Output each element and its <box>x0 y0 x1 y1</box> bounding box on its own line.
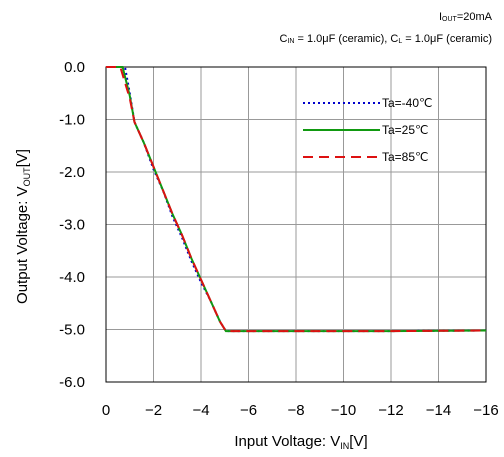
series-lines <box>106 66 487 333</box>
cin-subscript: IN <box>287 38 295 45</box>
y-axis-title-text: Output Voltage: V <box>14 186 31 304</box>
cin-value: = 1.0μF (ceramic), <box>294 33 391 45</box>
legend-label-ta-25: Ta=25℃ <box>382 123 429 137</box>
x-axis-title-unit: [V] <box>349 433 367 450</box>
y-axis-title-sub: OUT <box>22 167 32 187</box>
iout-value: =20mA <box>456 11 492 23</box>
legend-label-ta-85: Ta=85℃ <box>382 150 429 164</box>
plot-frame <box>105 66 487 383</box>
grid <box>106 67 486 382</box>
x-tick-label: −16 <box>473 402 498 419</box>
iout-subscript: OUT <box>442 16 457 23</box>
y-axis-title-unit: [V] <box>14 149 31 167</box>
x-axis-title-sub: IN <box>340 441 349 451</box>
x-tick-label: −6 <box>240 402 257 419</box>
output-current-condition: IOUT=20mA <box>439 11 492 23</box>
x-tick-label: −4 <box>192 402 209 419</box>
legend: Ta=-40℃ Ta=25℃ Ta=85℃ <box>303 96 433 164</box>
y-tick-label: 0.0 <box>64 59 85 76</box>
series-ta-85 <box>106 66 487 333</box>
y-tick-label: -4.0 <box>59 269 85 286</box>
tick-labels: 0 −2 −4 −6 −8 −10 −12 −14 −16 0.0 -1.0 -2.0 -3.0 -4.0… <box>59 59 499 419</box>
y-tick-label: -6.0 <box>59 374 85 391</box>
y-tick-label: -1.0 <box>59 112 85 129</box>
x-tick-label: 0 <box>102 402 110 419</box>
x-tick-label: −8 <box>287 402 304 419</box>
y-tick-label: -3.0 <box>59 217 85 234</box>
cl-symbol: C <box>390 33 399 45</box>
cin-symbol: C <box>279 33 288 45</box>
x-axis-title-text: Input Voltage: V <box>234 433 340 450</box>
x-tick-label: −14 <box>426 402 451 419</box>
x-tick-label: −2 <box>145 402 162 419</box>
x-tick-label: −12 <box>378 402 403 419</box>
x-tick-label: −10 <box>331 402 356 419</box>
y-tick-label: -5.0 <box>59 322 85 339</box>
y-tick-label: -2.0 <box>59 164 85 181</box>
capacitor-condition: CIN = 1.0μF (ceramic), CL = 1.0μF (ceram… <box>280 33 492 45</box>
legend-label-ta-minus-40: Ta=-40℃ <box>382 96 433 110</box>
x-axis-title: Input Voltage: VIN[V] <box>234 433 367 451</box>
cl-value: = 1.0μF (ceramic) <box>402 33 492 45</box>
iout-symbol: I <box>438 11 443 23</box>
y-axis-title: Output Voltage: VOUT[V] <box>14 149 32 304</box>
cl-subscript: L <box>398 38 403 45</box>
